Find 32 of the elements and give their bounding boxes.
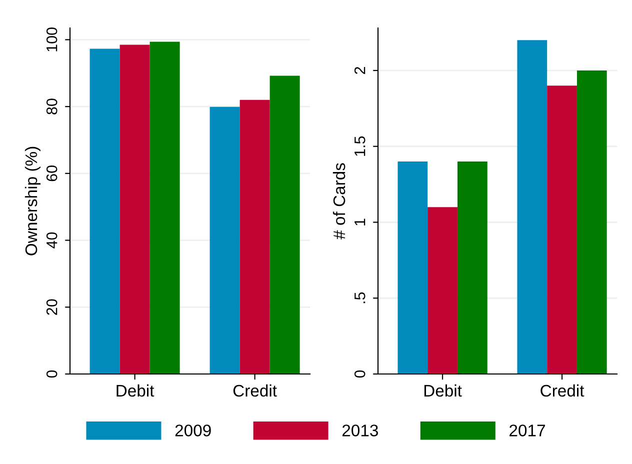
y-tick-label: 100 bbox=[46, 28, 58, 52]
y-tick-label: 80 bbox=[46, 98, 58, 114]
x-tick-label: Debit bbox=[116, 384, 154, 397]
bar bbox=[428, 207, 458, 374]
bar bbox=[90, 48, 120, 374]
y-tick-label: .5 bbox=[354, 292, 366, 304]
x-tick-label: Credit bbox=[233, 384, 277, 397]
bar bbox=[210, 106, 240, 374]
y-tick-label: 0 bbox=[354, 370, 366, 378]
y-tick-label: 0 bbox=[46, 370, 58, 378]
bar bbox=[270, 76, 300, 374]
x-tick-label: Debit bbox=[424, 384, 462, 397]
y-axis-title: # of Cards bbox=[332, 163, 346, 240]
bar bbox=[547, 86, 577, 374]
legend-label: 2009 bbox=[175, 424, 211, 436]
y-axis-title: Ownership (%) bbox=[24, 146, 40, 256]
y-tick-label: 1.5 bbox=[354, 136, 366, 156]
y-tick-label: 60 bbox=[46, 166, 58, 182]
bar bbox=[576, 70, 607, 374]
bar bbox=[150, 42, 180, 374]
x-tick-label: Credit bbox=[540, 384, 584, 397]
legend-label: 2017 bbox=[510, 424, 545, 436]
y-tick-label: 20 bbox=[46, 299, 58, 315]
bar bbox=[457, 162, 488, 374]
y-tick-label: 1 bbox=[354, 218, 366, 226]
y-tick-label: 40 bbox=[46, 232, 58, 248]
y-tick-label: 2 bbox=[354, 67, 366, 74]
legend-label: 2013 bbox=[342, 424, 378, 436]
bar bbox=[240, 100, 270, 374]
bar bbox=[120, 44, 150, 374]
bar bbox=[398, 162, 428, 374]
bar bbox=[517, 40, 548, 374]
